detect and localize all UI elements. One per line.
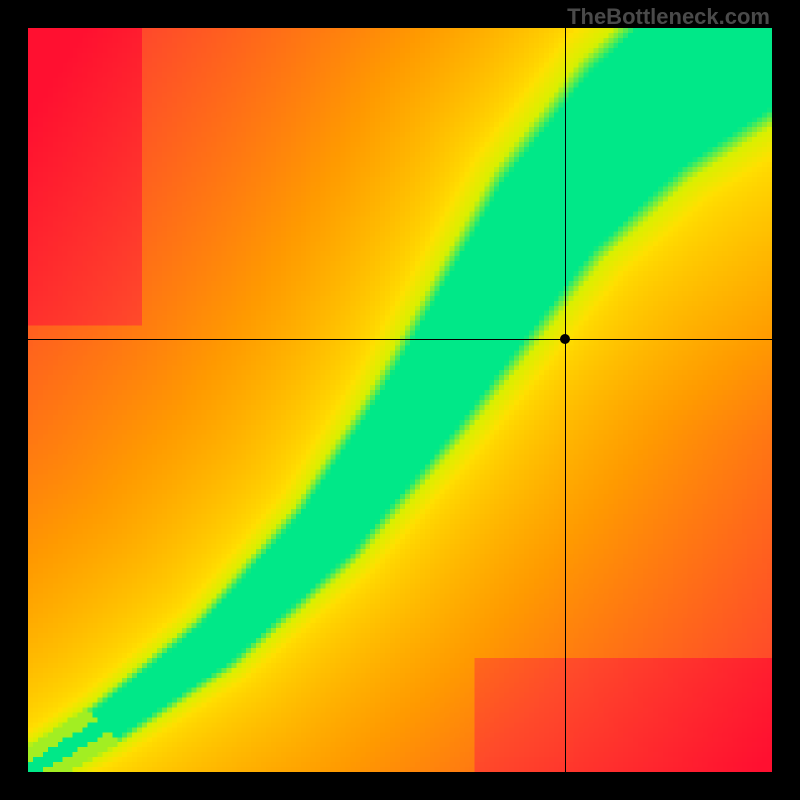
crosshair-horizontal <box>28 339 772 340</box>
crosshair-vertical <box>565 28 566 772</box>
crosshair-marker <box>560 334 570 344</box>
heatmap-canvas <box>28 28 772 772</box>
heatmap-container <box>28 28 772 772</box>
watermark-text: TheBottleneck.com <box>567 4 770 30</box>
